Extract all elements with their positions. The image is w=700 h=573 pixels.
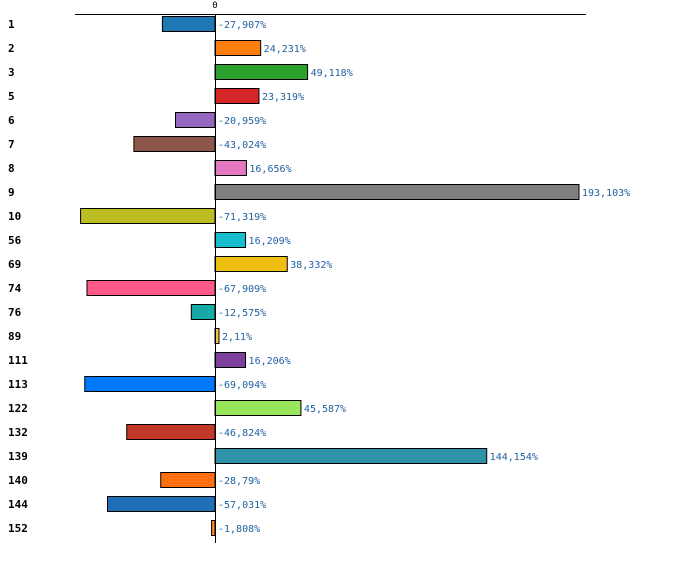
category-label: 113 [8, 378, 28, 391]
value-label: -43,024% [218, 140, 266, 151]
category-label: 5 [8, 90, 15, 103]
value-label: 16,209% [249, 236, 291, 247]
value-label: 2,11% [222, 332, 252, 343]
bars-group: 1 -27,907% 2 24,231% 3 49,118% 5 23,319% 6 -20,95… [8, 16, 630, 536]
category-label: 10 [8, 210, 21, 223]
bar [214, 160, 247, 176]
bar [80, 208, 216, 224]
bar [84, 376, 216, 392]
category-label: 74 [8, 282, 22, 295]
bar [214, 40, 262, 56]
value-label: -71,319% [218, 212, 266, 223]
category-label: 3 [8, 66, 15, 79]
category-label: 111 [8, 354, 28, 367]
category-label: 76 [8, 306, 22, 319]
value-label: -27,907% [218, 20, 266, 31]
category-label: 89 [8, 330, 21, 343]
bar [161, 16, 216, 32]
bar [126, 424, 216, 440]
category-label: 122 [8, 402, 28, 415]
bar [214, 400, 302, 416]
value-label: -57,031% [218, 500, 266, 511]
value-label: 193,103% [582, 188, 630, 199]
category-label: 140 [8, 474, 28, 487]
category-label: 139 [8, 450, 28, 463]
value-label: 49,118% [311, 68, 353, 79]
category-label: 7 [8, 138, 15, 151]
bar [214, 232, 247, 248]
category-label: 144 [8, 498, 28, 511]
zero-tick-label: 0 [212, 1, 217, 11]
value-label: -1,808% [218, 524, 260, 535]
value-label: -69,094% [218, 380, 266, 391]
category-label: 9 [8, 186, 15, 199]
category-label: 2 [8, 42, 15, 55]
category-label: 8 [8, 162, 15, 175]
bar [214, 184, 580, 200]
bar [214, 88, 260, 104]
category-label: 69 [8, 258, 21, 271]
category-label: 132 [8, 426, 28, 439]
category-label: 152 [8, 522, 28, 535]
value-label: 23,319% [262, 92, 304, 103]
value-label: -67,909% [218, 284, 266, 295]
bar [211, 520, 216, 536]
category-label: 56 [8, 234, 22, 247]
value-label: 144,154% [490, 452, 538, 463]
value-label: 45,587% [304, 404, 346, 415]
value-label: 38,332% [290, 260, 332, 271]
value-label: -28,79% [218, 476, 260, 487]
bar [133, 136, 216, 152]
category-label: 6 [8, 114, 15, 127]
value-label: -46,824% [218, 428, 266, 439]
value-label: 24,231% [264, 44, 306, 55]
bar [174, 112, 216, 128]
value-label: 16,656% [249, 164, 291, 175]
bar [214, 352, 247, 368]
value-label: -12,575% [218, 308, 266, 319]
bar [190, 304, 216, 320]
bar [214, 448, 488, 464]
category-label: 1 [8, 18, 15, 31]
value-label: -20,959% [218, 116, 266, 127]
bar [214, 64, 309, 80]
bar [160, 472, 216, 488]
bar [86, 280, 216, 296]
value-label: 16,206% [249, 356, 291, 367]
bar [106, 496, 216, 512]
bar [214, 256, 288, 272]
